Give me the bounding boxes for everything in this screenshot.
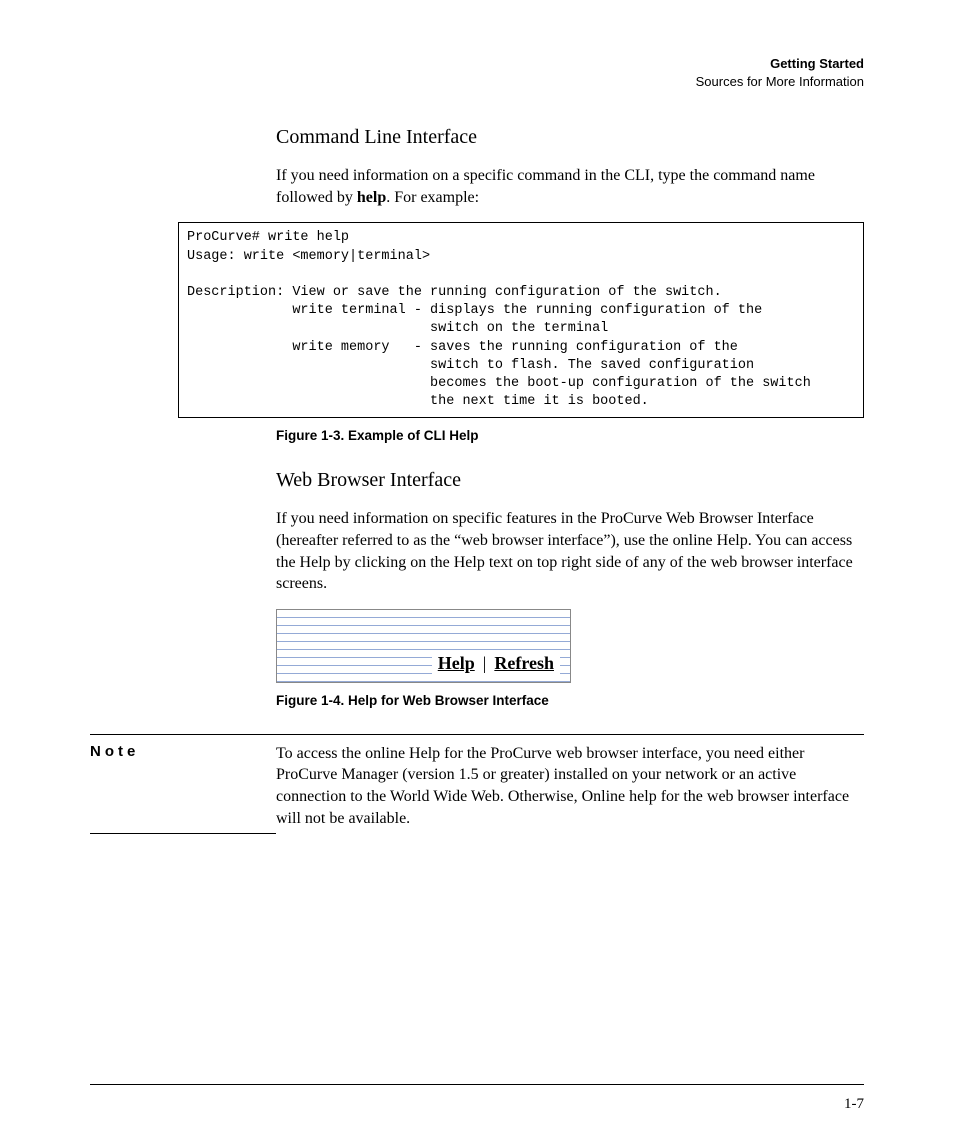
toolbar-separator: |	[483, 653, 487, 673]
help-link[interactable]: Help	[438, 653, 475, 673]
footer-rule	[90, 1084, 864, 1085]
section-cli-title: Command Line Interface	[276, 126, 864, 149]
figure-1-4-caption: Figure 1-4. Help for Web Browser Interfa…	[276, 693, 864, 708]
section-cli-paragraph: If you need information on a specific co…	[276, 165, 864, 208]
section-web-paragraph: If you need information on specific feat…	[276, 508, 864, 594]
browser-toolbar: Help | Refresh	[432, 651, 560, 676]
note-label: Note	[90, 743, 276, 760]
section-web-title: Web Browser Interface	[276, 469, 864, 492]
browser-screenshot: Help | Refresh	[276, 609, 571, 683]
page-number: 1-7	[844, 1096, 864, 1113]
header-chapter: Getting Started	[90, 55, 864, 73]
cli-para-part2: . For example:	[386, 189, 479, 206]
refresh-link[interactable]: Refresh	[494, 653, 554, 673]
header-section: Sources for More Information	[90, 73, 864, 91]
note-underline	[90, 833, 276, 834]
cli-para-bold: help	[357, 189, 386, 206]
note-block: Note To access the online Help for the P…	[90, 734, 864, 829]
note-body: To access the online Help for the ProCur…	[276, 743, 864, 829]
terminal-output: ProCurve# write help Usage: write <memor…	[178, 222, 864, 418]
running-header: Getting Started Sources for More Informa…	[90, 55, 864, 90]
figure-1-3-caption: Figure 1-3. Example of CLI Help	[276, 428, 864, 443]
